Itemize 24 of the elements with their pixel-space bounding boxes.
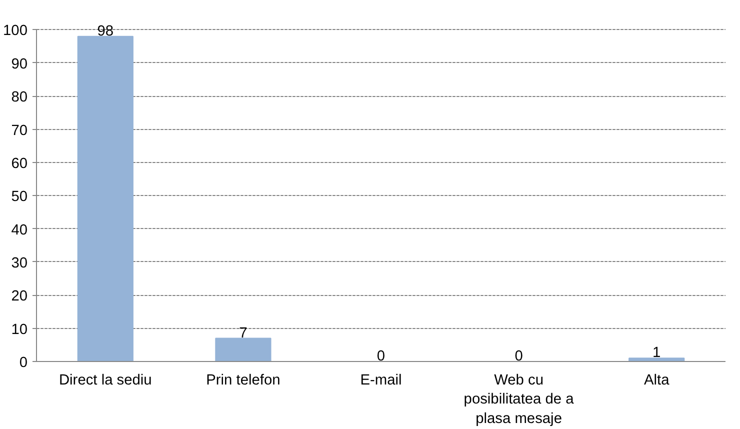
y-tick-label: 40 <box>11 222 28 238</box>
x-tick-label: Prin telefon <box>206 372 280 388</box>
y-tick-label: 80 <box>11 90 28 106</box>
bar <box>215 338 272 362</box>
y-tick-label: 20 <box>11 288 28 305</box>
y-tick-label: 100 <box>3 23 28 40</box>
x-tick-label: Direct la sediu <box>58 372 152 388</box>
data-label: 98 <box>97 23 114 40</box>
bar <box>628 358 685 362</box>
y-tick-label: 0 <box>19 355 28 371</box>
y-tick-label: 10 <box>11 322 28 338</box>
y-tick-label: 70 <box>11 122 28 139</box>
x-tick-label: Alta <box>644 372 670 388</box>
bar <box>77 36 134 362</box>
y-tick-label: 50 <box>11 189 28 206</box>
y-tick-label: 90 <box>11 56 28 72</box>
y-tick-label: 30 <box>11 255 28 272</box>
data-label: 0 <box>514 348 523 364</box>
x-tick-label: E-mail <box>360 372 402 388</box>
y-tick-label: 60 <box>11 156 28 172</box>
x-tick-label: Web cu posibilitatea de a plasa mesaje <box>464 372 575 427</box>
data-label: 1 <box>652 345 661 362</box>
data-label: 0 <box>376 348 386 364</box>
data-label: 7 <box>239 325 248 342</box>
